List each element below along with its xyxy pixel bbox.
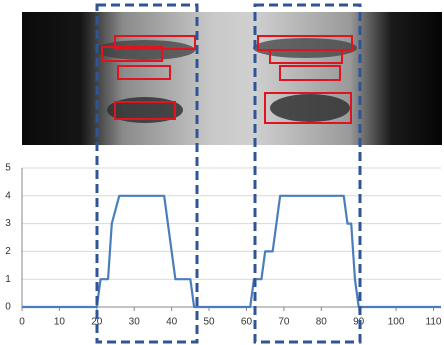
x-tick-label: 110 bbox=[426, 317, 442, 328]
y-tick-label: 1 bbox=[5, 274, 11, 285]
eye-photo bbox=[22, 12, 442, 145]
x-tick-label: 10 bbox=[54, 317, 66, 328]
x-tick-label: 40 bbox=[166, 317, 178, 328]
x-tick-label: 30 bbox=[129, 317, 141, 328]
y-tick-label: 0 bbox=[5, 302, 11, 313]
x-tick-label: 0 bbox=[19, 317, 25, 328]
y-tick-label: 2 bbox=[5, 246, 11, 257]
x-tick-label: 50 bbox=[203, 317, 215, 328]
y-tick-label: 4 bbox=[5, 190, 11, 201]
x-tick-label: 70 bbox=[278, 317, 290, 328]
y-tick-label: 5 bbox=[5, 163, 11, 174]
x-tick-label: 100 bbox=[388, 317, 405, 328]
figure: 0123450102030405060708090100110 bbox=[0, 0, 444, 345]
x-tick-label: 60 bbox=[241, 317, 253, 328]
x-tick-label: 80 bbox=[316, 317, 328, 328]
y-tick-label: 3 bbox=[5, 218, 11, 229]
